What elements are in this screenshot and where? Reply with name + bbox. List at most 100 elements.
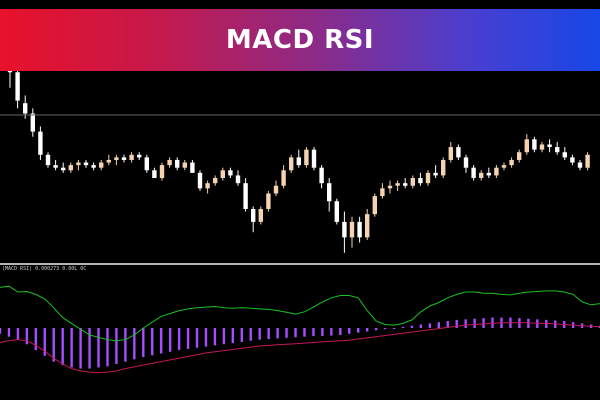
candle-body <box>463 157 469 168</box>
candle-body <box>334 201 339 222</box>
candle-body <box>501 165 507 168</box>
histogram-bar <box>97 328 100 368</box>
candle-body <box>15 72 20 101</box>
histogram-bar <box>70 328 73 368</box>
histogram-bar <box>204 328 208 347</box>
candle-body <box>479 172 484 179</box>
histogram-bar <box>446 321 449 328</box>
histogram-bar <box>43 328 46 356</box>
candle-body <box>205 183 210 189</box>
candle-body <box>175 159 180 168</box>
histogram-bar <box>231 328 235 344</box>
histogram-bar <box>267 328 270 340</box>
histogram-bar <box>285 328 288 338</box>
candle-body <box>213 178 218 184</box>
candle-body <box>570 157 575 163</box>
candle-body <box>342 221 347 238</box>
candle-body <box>243 183 248 209</box>
candle-body <box>380 188 385 197</box>
candle-body <box>539 144 545 150</box>
candle-body <box>38 131 43 155</box>
candle-body <box>486 172 491 176</box>
candle-body <box>114 157 119 160</box>
candle-body <box>137 154 142 158</box>
candle-body <box>289 157 294 171</box>
candle-body <box>91 165 96 168</box>
candle-body <box>61 167 66 171</box>
histogram-bar <box>545 319 548 328</box>
candle-body <box>258 208 263 222</box>
candle-body <box>220 170 225 179</box>
candle-body <box>266 193 271 209</box>
candle-body <box>585 154 590 168</box>
histogram-bar <box>437 322 441 328</box>
banner-title: MACD RSI <box>225 25 375 55</box>
histogram-bar <box>365 328 369 332</box>
histogram-bar <box>455 319 458 328</box>
candle-body <box>547 144 552 148</box>
histogram-bar <box>401 326 405 328</box>
histogram-bar <box>464 319 467 328</box>
candle-body <box>152 170 157 179</box>
candle-body <box>273 185 279 194</box>
histogram-bar <box>312 328 315 337</box>
candle-body <box>418 178 423 184</box>
candle-body <box>144 157 149 171</box>
indicator-label: (MACD RSI) 0.000273 0.00L 0C <box>2 266 86 272</box>
candle-body <box>410 178 415 186</box>
histogram-bar <box>16 328 20 340</box>
candle-body <box>304 149 309 166</box>
candle-body <box>524 139 529 153</box>
candle-body <box>311 149 317 168</box>
title-banner: MACD RSI <box>0 9 600 71</box>
histogram-bar <box>52 328 55 362</box>
candle-body <box>327 183 332 202</box>
histogram-bar <box>428 323 432 328</box>
candle-body <box>577 162 583 168</box>
histogram-bar <box>482 318 485 328</box>
candle-body <box>76 162 81 166</box>
histogram-bar <box>419 324 423 328</box>
histogram-bar <box>249 328 252 341</box>
candle-body <box>99 162 104 168</box>
histogram-bar <box>383 328 387 330</box>
candle-body <box>509 159 514 166</box>
candle-body <box>182 162 187 168</box>
candle-body <box>517 152 522 160</box>
candle-body <box>296 157 301 166</box>
candle-body <box>471 167 476 179</box>
histogram-bar <box>25 328 29 345</box>
candle-body <box>159 165 165 179</box>
histogram-bar <box>142 328 145 357</box>
candle-body <box>167 159 172 166</box>
histogram-bar <box>159 328 163 354</box>
candle-body <box>494 167 499 176</box>
candle-body <box>448 147 453 160</box>
candle-body <box>106 159 111 163</box>
candle-body <box>190 162 195 173</box>
histogram-bar <box>222 328 226 345</box>
candle-body <box>555 147 560 153</box>
candle-body <box>387 185 393 189</box>
signal-line <box>0 322 600 374</box>
histogram-bar <box>258 328 261 340</box>
histogram-bar <box>321 328 324 337</box>
candle-body <box>349 221 355 238</box>
histogram-bar <box>339 328 342 335</box>
histogram-bar <box>0 328 2 334</box>
histogram-bar <box>294 328 297 338</box>
candle-body <box>433 172 438 176</box>
macd-histogram-series <box>0 317 600 369</box>
histogram-bar <box>151 328 154 356</box>
candle-body <box>228 170 233 176</box>
histogram-bar <box>61 328 64 366</box>
candle-body <box>372 196 377 215</box>
histogram-bar <box>392 328 396 329</box>
candle-body <box>319 167 324 184</box>
candle-body <box>68 165 73 171</box>
histogram-bar <box>527 318 530 328</box>
rsi-line <box>0 285 600 342</box>
histogram-bar <box>213 328 217 346</box>
